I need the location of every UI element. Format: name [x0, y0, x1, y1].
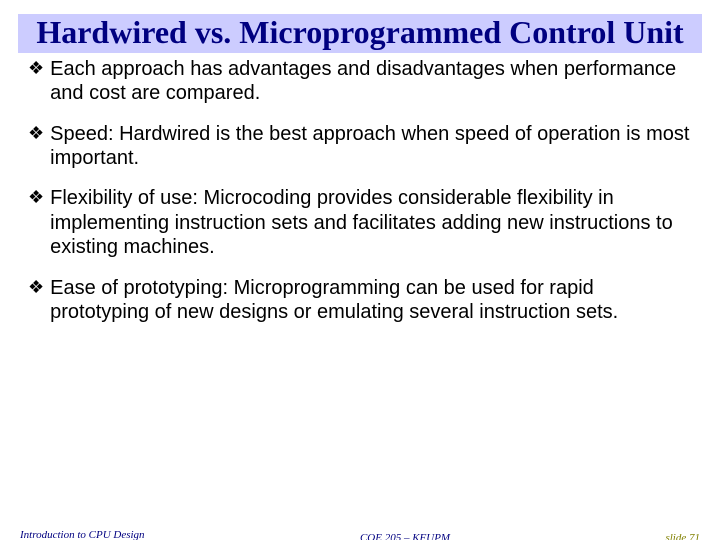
footer-right: slide 71 — [665, 532, 700, 540]
bullet-item: ❖ Ease of prototyping: Microprogramming … — [28, 276, 692, 325]
bullet-text: Ease of prototyping: Microprogramming ca… — [50, 276, 692, 325]
bullet-text: Each approach has advantages and disadva… — [50, 57, 692, 106]
bullet-item: ❖ Speed: Hardwired is the best approach … — [28, 122, 692, 171]
content-area: ❖ Each approach has advantages and disad… — [0, 53, 720, 325]
footer-center: COE 205 – KFUPM — [145, 532, 666, 540]
bullet-text: Flexibility of use: Microcoding provides… — [50, 186, 692, 259]
bullet-text: Speed: Hardwired is the best approach wh… — [50, 122, 692, 171]
diamond-bullet-icon: ❖ — [28, 276, 44, 299]
bullet-item: ❖ Flexibility of use: Microcoding provid… — [28, 186, 692, 259]
footer-left: Introduction to CPU Design — [20, 529, 145, 540]
title-band: Hardwired vs. Microprogrammed Control Un… — [18, 14, 702, 53]
bullet-item: ❖ Each approach has advantages and disad… — [28, 57, 692, 106]
diamond-bullet-icon: ❖ — [28, 186, 44, 209]
diamond-bullet-icon: ❖ — [28, 57, 44, 80]
diamond-bullet-icon: ❖ — [28, 122, 44, 145]
footer: Introduction to CPU Design COE 205 – KFU… — [0, 529, 720, 540]
slide-title: Hardwired vs. Microprogrammed Control Un… — [26, 14, 694, 51]
